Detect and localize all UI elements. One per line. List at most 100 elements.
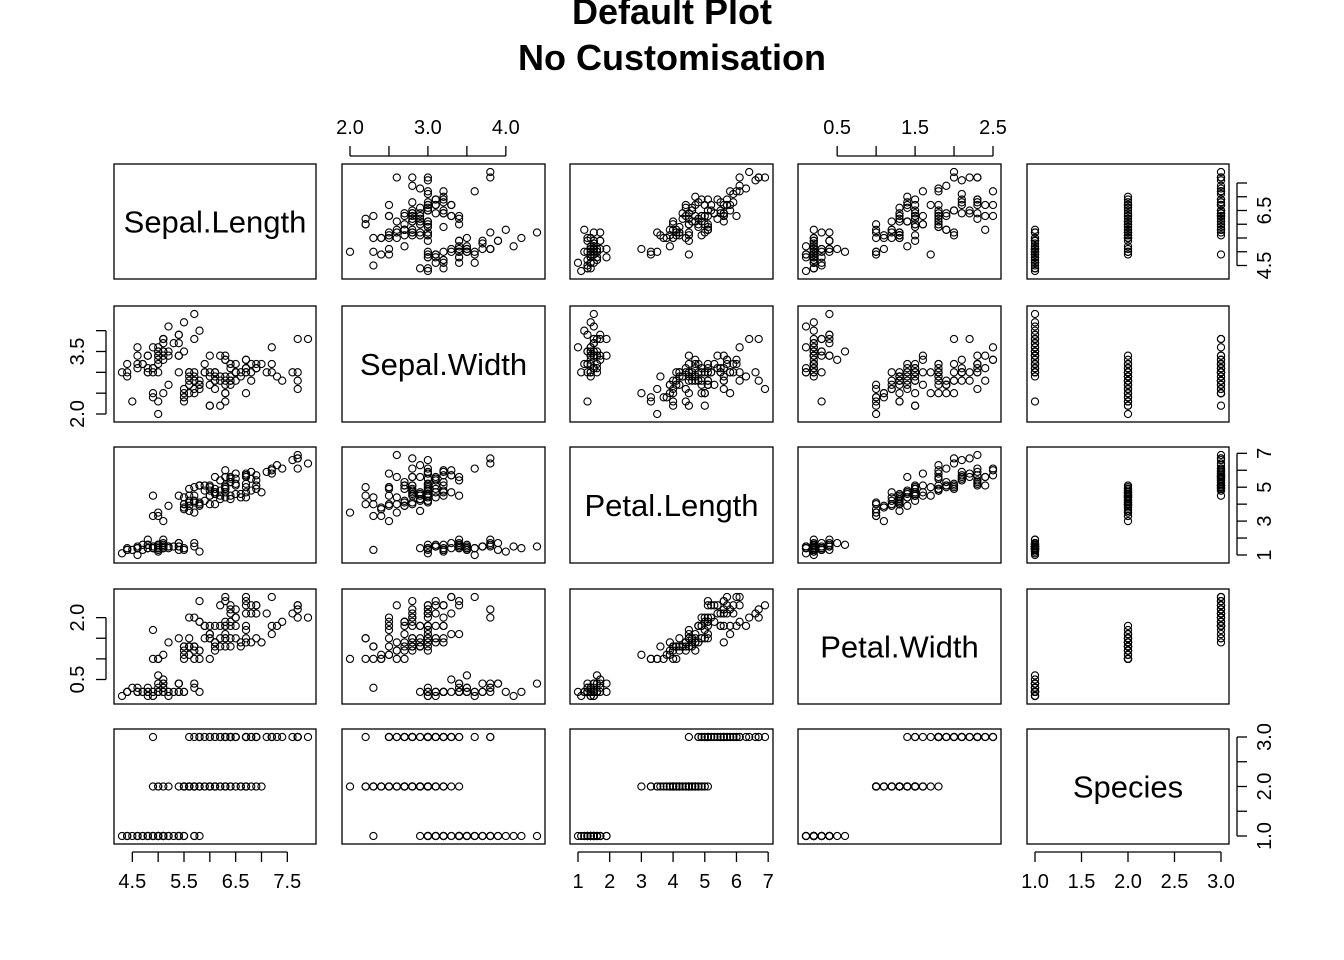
tick-label: 2 [604, 871, 615, 893]
data-point [200, 782, 209, 791]
data-point [1030, 372, 1040, 381]
data-point [668, 389, 678, 398]
data-point [190, 683, 199, 692]
data-point [138, 831, 147, 841]
data-point [408, 181, 417, 190]
data-point [423, 732, 433, 742]
data-point [216, 782, 225, 791]
data-point [345, 508, 355, 517]
tick-label: 1 [572, 871, 583, 893]
data-point [143, 535, 152, 544]
data-point [447, 675, 456, 684]
data-point [221, 376, 230, 385]
data-point [447, 471, 456, 480]
data-point [1216, 228, 1226, 237]
data-point [159, 339, 168, 348]
tick-label: 5 [699, 871, 710, 893]
data-point [241, 609, 251, 618]
data-point [392, 601, 401, 610]
data-point [592, 671, 602, 680]
data-point [174, 339, 183, 348]
data-point [415, 782, 425, 791]
data-point [415, 491, 425, 500]
data-point [241, 479, 251, 488]
data-point [1216, 471, 1226, 480]
data-point [128, 545, 137, 555]
data-point [439, 195, 448, 204]
data-point [501, 687, 510, 697]
data-point [384, 200, 394, 210]
data-point [431, 195, 440, 204]
data-point [942, 181, 951, 190]
panel-petal-width-vs-sepal-width [341, 588, 546, 705]
data-point [117, 831, 127, 841]
data-point [159, 535, 168, 544]
data-point [377, 503, 386, 512]
data-point [926, 782, 935, 791]
data-point [825, 831, 834, 841]
data-point [493, 545, 503, 555]
data-point [439, 831, 448, 841]
data-point [415, 544, 425, 553]
data-point [272, 732, 282, 742]
data-point [716, 621, 725, 631]
data-point [809, 255, 818, 265]
data-point [801, 368, 811, 377]
data-point [267, 343, 276, 352]
data-point [573, 687, 583, 697]
data-point [159, 351, 168, 360]
data-point [1123, 409, 1133, 419]
data-point [293, 732, 302, 742]
data-point [454, 244, 464, 254]
data-point [887, 782, 896, 791]
data-point [910, 491, 920, 500]
data-point [1030, 347, 1040, 356]
data-point [703, 601, 713, 610]
data-point [423, 222, 433, 232]
data-point [672, 654, 681, 664]
data-point [221, 493, 230, 502]
data-point [408, 454, 417, 463]
data-point [195, 481, 204, 490]
data-point [226, 621, 235, 631]
data-point [241, 493, 251, 502]
data-point [415, 209, 425, 218]
data-point [190, 376, 199, 385]
data-point [887, 233, 896, 243]
data-point [190, 334, 199, 344]
data-point [879, 501, 889, 510]
data-point [678, 782, 687, 791]
data-point [706, 732, 716, 742]
data-point [408, 211, 417, 221]
data-point [392, 472, 401, 482]
data-point [159, 675, 168, 684]
data-point [470, 250, 479, 259]
data-point [231, 605, 240, 614]
data-point [241, 596, 251, 606]
data-point [1216, 195, 1226, 204]
data-point [415, 634, 425, 643]
data-point [369, 211, 378, 221]
data-point [809, 236, 818, 245]
data-point [703, 621, 713, 631]
data-point [895, 214, 904, 223]
data-point [185, 484, 194, 494]
data-point [716, 364, 725, 373]
data-point [423, 625, 433, 635]
data-point [672, 782, 681, 791]
data-point [1030, 233, 1040, 243]
data-point [478, 679, 487, 688]
data-point [190, 613, 199, 622]
data-point [934, 211, 943, 221]
data-point [934, 214, 943, 223]
data-point [719, 209, 728, 218]
data-point [1030, 339, 1040, 348]
data-point [164, 782, 173, 791]
data-point [1216, 605, 1226, 614]
data-point [439, 621, 448, 631]
data-point [918, 782, 928, 791]
data-point [408, 646, 417, 655]
data-point [369, 233, 378, 243]
data-point [369, 545, 378, 555]
data-point [833, 244, 842, 254]
